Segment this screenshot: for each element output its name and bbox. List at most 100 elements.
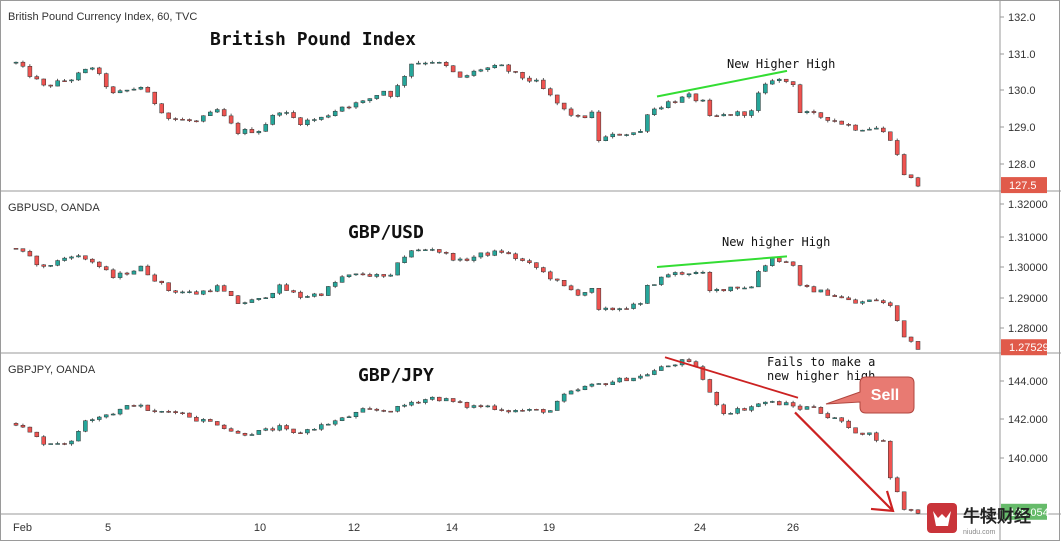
- candle-body: [110, 413, 116, 416]
- candle-body: [818, 289, 824, 293]
- candle-body: [464, 402, 470, 408]
- candle-body: [554, 278, 560, 281]
- candle-body: [249, 299, 255, 303]
- candle-body: [603, 307, 609, 310]
- candle-body: [76, 255, 81, 258]
- candle-body: [395, 406, 400, 412]
- candle-body: [69, 256, 74, 259]
- candle-body: [700, 366, 706, 380]
- candle-body: [513, 253, 518, 259]
- candle-body: [34, 76, 40, 80]
- candle-body: [62, 80, 67, 82]
- candle-body: [436, 249, 442, 253]
- candle-body: [589, 288, 595, 293]
- candle-body: [506, 410, 511, 413]
- annotation-text: New Higher High: [727, 57, 835, 71]
- candle-body: [298, 432, 303, 434]
- candle-body: [853, 124, 858, 131]
- candle-body: [492, 250, 498, 256]
- candle-body: [485, 405, 491, 408]
- candle-body: [97, 261, 102, 267]
- chart-panel-1: British Pound Currency Index, 60, TVC 132…: [8, 11, 1047, 194]
- candle-body: [319, 116, 324, 120]
- candle-body: [735, 408, 740, 414]
- candle-body: [381, 274, 386, 277]
- candle-body: [48, 265, 53, 267]
- candle-body: [811, 111, 817, 113]
- candle-body: [867, 299, 872, 302]
- candle-body: [548, 88, 553, 96]
- candle-body: [776, 78, 782, 81]
- candle-body: [221, 285, 227, 292]
- candle-body: [735, 111, 740, 116]
- y-tick-label: 1.30000: [1008, 262, 1048, 274]
- candle-body: [256, 298, 262, 300]
- candle-body: [693, 93, 699, 102]
- candle-body: [69, 79, 74, 82]
- candle-body: [402, 76, 407, 86]
- y-tick-label: 1.31000: [1008, 232, 1048, 244]
- y-tick-label: 1.29000: [1008, 293, 1048, 305]
- candle-body: [825, 413, 831, 419]
- candle-body: [34, 431, 40, 437]
- y-tick-label: 132.0: [1008, 12, 1036, 24]
- candle-body: [867, 128, 872, 131]
- candle-body: [325, 423, 331, 426]
- candle-body: [645, 374, 650, 377]
- y-tick-label: 1.28000: [1008, 323, 1048, 335]
- candle-body: [69, 440, 74, 445]
- candle-body: [409, 401, 414, 406]
- candle-body: [159, 103, 164, 114]
- candle-body: [707, 99, 713, 116]
- candle-body: [527, 77, 532, 82]
- candle-body: [117, 272, 123, 278]
- candle-body: [291, 428, 296, 433]
- candle-body: [284, 284, 289, 291]
- candle-body: [277, 112, 282, 116]
- chart-panel-3: GBPJPY, OANDA 144.000 142.000 140.000 GBP/JP…: [8, 355, 1049, 520]
- candle-body: [527, 409, 532, 411]
- candle-body: [485, 252, 491, 256]
- candle-body: [62, 257, 67, 261]
- candle-body: [728, 413, 733, 415]
- candle-body: [520, 410, 525, 412]
- candle-body: [103, 414, 109, 418]
- candle-body: [631, 132, 636, 135]
- candle-body: [901, 491, 907, 510]
- candle-body: [381, 410, 386, 412]
- candle-body: [325, 115, 331, 118]
- candle-body: [256, 430, 262, 435]
- candle-body: [409, 250, 414, 258]
- candle-body: [339, 276, 345, 283]
- candle-body: [228, 428, 234, 432]
- candle-body: [131, 270, 137, 275]
- candle-body: [568, 285, 574, 291]
- chart-title: GBP/JPY: [358, 365, 434, 386]
- candle-body: [818, 112, 824, 118]
- candle-body: [228, 290, 234, 296]
- candle-body: [742, 287, 747, 290]
- candle-body: [27, 426, 33, 433]
- candle-body: [353, 273, 359, 276]
- candle-body: [423, 249, 428, 251]
- candle-body: [221, 424, 227, 429]
- candle-body: [41, 78, 47, 86]
- candle-body: [797, 405, 803, 410]
- candle-body: [763, 401, 768, 405]
- candle-body: [561, 102, 567, 110]
- candle-body: [575, 115, 581, 117]
- candle-body: [860, 129, 865, 132]
- candle-body: [894, 477, 900, 493]
- candle-body: [548, 410, 553, 413]
- candle-body: [208, 290, 213, 293]
- candle-body: [62, 443, 67, 445]
- candle-body: [284, 425, 289, 430]
- candle-body: [818, 407, 824, 414]
- candle-body: [249, 434, 255, 436]
- candle-body: [596, 383, 602, 385]
- candle-body: [610, 133, 615, 138]
- candle-body: [860, 432, 865, 435]
- candle-body: [915, 341, 921, 350]
- candle-body: [846, 124, 851, 126]
